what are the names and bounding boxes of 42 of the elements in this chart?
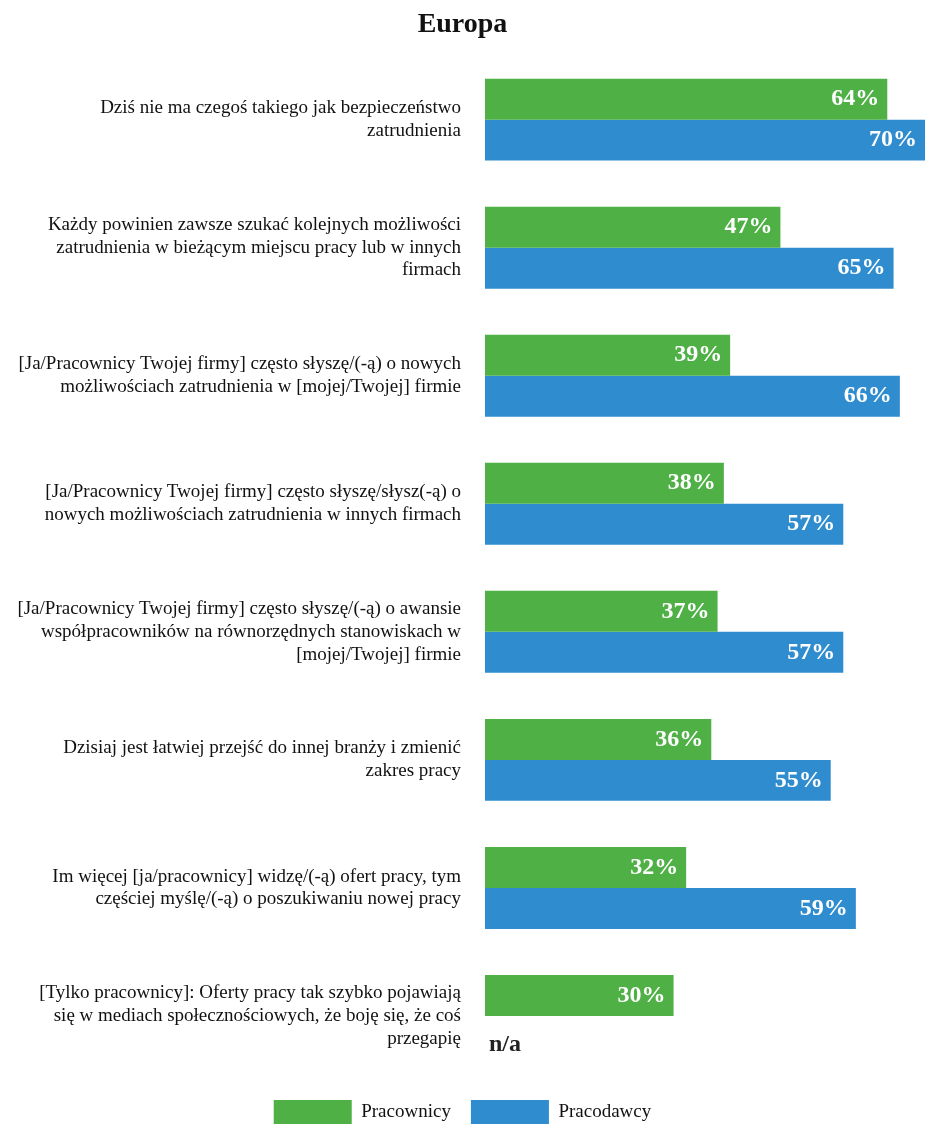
y-tick-label: Każdy powinien zawsze szukać kolejnych możliwości zatrudnienia w bieżącym miejscu pracy lub w innych firmach <box>47 212 462 280</box>
bar <box>485 206 781 248</box>
bar <box>485 462 724 504</box>
data-label: 70% <box>869 125 917 152</box>
data-label: 57% <box>787 637 836 664</box>
chart-title: Europa <box>417 7 508 39</box>
data-label: 39% <box>674 340 723 367</box>
data-label: 32% <box>630 852 679 879</box>
bar <box>485 759 831 801</box>
legend-label: Pracodawcy <box>558 1099 652 1121</box>
bar <box>485 718 712 760</box>
bar <box>485 375 900 417</box>
data-label: 57% <box>787 509 836 536</box>
y-tick-label: [Ja/Pracownicy Twojej firmy] często słyszę/(-ą) o awansie współpracowników na równorzędnych stanowiskach w [mojej/Twojej] firmie <box>17 597 462 664</box>
text: n/a <box>489 1029 522 1056</box>
y-tick-label: [Ja/Pracownicy Twojej firmy] często słyszę/słysz(-ą) o nowych możliwościach zatrudnienia w innych firmach <box>44 480 462 525</box>
bar <box>485 631 844 673</box>
y-tick-label: Dziś nie ma czegoś takiego jak bezpieczeństwo zatrudnienia <box>100 96 462 141</box>
bar <box>485 503 844 545</box>
y-tick-label: [Ja/Pracownicy Twojej firmy] często słyszę/(-ą) o nowych możliwościach zatrudnienia w [mojej/Twojej] firmie <box>18 352 462 397</box>
data-label: 36% <box>655 724 704 751</box>
y-tick-label: Im więcej [ja/pracownicy] widzę/(-ą) ofert pracy, tym częściej myślę/(-ą) o poszukiwaniu nowej pracy <box>52 864 462 910</box>
data-label: 64% <box>831 84 880 111</box>
bar <box>485 78 888 120</box>
bar <box>485 334 731 376</box>
bar <box>485 590 718 632</box>
bar <box>485 247 894 289</box>
bar <box>485 975 674 1016</box>
y-tick-label: [Tylko pracownicy]: Oferty pracy tak szybko pojawiają się w mediach społecznościowych, że boję się, że coś przegapię <box>39 981 462 1048</box>
y-tick-label: Dzisiaj jest łatwiej przejść do innej branży i zmienić zakres pracy <box>63 736 462 781</box>
data-label: 30% <box>617 980 666 1007</box>
data-label: 59% <box>799 893 848 920</box>
data-label: 66% <box>843 381 892 408</box>
data-label: 47% <box>724 212 773 239</box>
bar <box>485 846 687 888</box>
data-label: 65% <box>837 253 886 280</box>
bar <box>485 887 856 929</box>
data-label: 38% <box>667 468 716 495</box>
data-label: 55% <box>774 765 823 792</box>
legend-label: Pracownicy <box>361 1099 452 1121</box>
bar <box>485 119 925 161</box>
data-label: 37% <box>661 596 710 623</box>
